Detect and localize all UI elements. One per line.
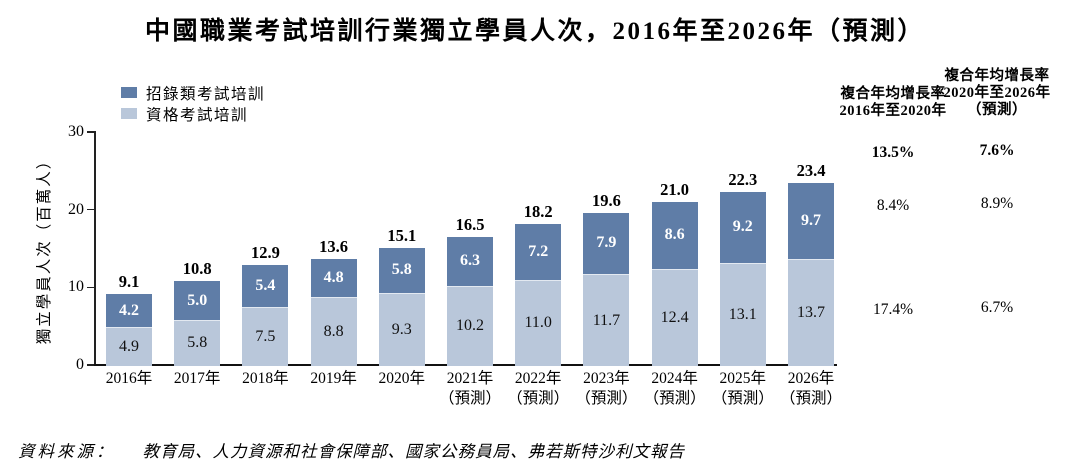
x-axis-label: 2023年 （預測）	[575, 370, 638, 407]
legend-swatch-recruitment-icon	[121, 87, 137, 98]
bar-segment-value: 8.8	[323, 322, 344, 340]
bar-segment-recruitment: 4.8	[310, 259, 357, 297]
bar-total-label: 22.3	[728, 169, 758, 189]
bar-segment-recruitment: 7.9	[583, 212, 630, 275]
bar-total-label: 15.1	[387, 225, 417, 245]
bar-segment-value: 5.8	[187, 334, 208, 352]
bar-segment-value: 4.9	[119, 337, 139, 355]
y-tick-mark	[87, 208, 94, 211]
bar-segment-value: 10.2	[456, 317, 484, 335]
x-axis-label: 2018年	[242, 370, 289, 387]
bar-segment-qualification: 8.8	[310, 296, 357, 366]
bar-total-label: 12.9	[250, 242, 280, 262]
bar-segment-value: 13.7	[797, 303, 825, 321]
bar-segment-qualification: 5.8	[174, 319, 221, 366]
bar-segment-qualification: 10.2	[447, 285, 493, 366]
legend-label-recruitment: 招錄類考試培訓	[146, 85, 266, 103]
bar-segment-qualification: 4.9	[106, 326, 152, 366]
bar-segment-value: 9.2	[732, 218, 753, 236]
cagr-value-recruitment-2020-2026: 8.9%	[980, 195, 1014, 212]
x-axis-label: 2026年 （預測）	[779, 370, 842, 407]
x-axis-label: 2024年 （預測）	[643, 370, 706, 407]
bar-segment-recruitment: 9.2	[719, 191, 766, 264]
source-text: 教育局、人力資源和社會保障部、國家公務員局、弗若斯特沙利文報告	[142, 442, 685, 461]
bar-segment-qualification: 9.3	[378, 292, 425, 366]
bar-segment-qualification: 13.7	[788, 258, 834, 366]
bar-segment-value: 11.0	[524, 314, 552, 332]
source-note: 資料來源： 教育局、人力資源和社會保障部、國家公務員局、弗若斯特沙利文報告	[18, 438, 685, 462]
bar-segment-recruitment: 8.6	[651, 201, 698, 269]
bar-segment-qualification: 13.1	[719, 263, 766, 366]
bar-segment-value: 7.9	[596, 234, 617, 252]
cagr-value-qualification-2020-2026: 6.7%	[980, 299, 1014, 316]
source-prefix: 資料來源：	[18, 442, 116, 461]
x-axis-label: 2017年	[173, 370, 221, 387]
bar-total-label: 23.4	[796, 161, 826, 181]
x-axis-label: 2021年 （預測）	[438, 370, 501, 407]
cagr-value-total-2020-2026: 7.6%	[979, 142, 1015, 159]
bar-segment-value: 7.5	[255, 327, 276, 345]
bar-segment-recruitment: 4.2	[106, 294, 152, 327]
cagr-value-recruitment-2016-2020: 8.4%	[876, 197, 910, 214]
bar-segment-qualification: 7.5	[242, 306, 289, 366]
x-axis-label: 2019年	[310, 370, 357, 387]
bar-segment-recruitment: 5.0	[174, 281, 221, 320]
bar-segment-value: 8.6	[664, 226, 685, 244]
bar-segment-recruitment: 5.8	[378, 247, 425, 293]
bar-segment-value: 9.7	[801, 211, 821, 229]
bar-segment-value: 11.7	[592, 311, 621, 329]
bar-total-label: 19.6	[591, 190, 621, 210]
y-tick-mark	[87, 286, 94, 289]
bar-segment-recruitment: 5.4	[242, 264, 289, 307]
bar-segment-qualification: 11.7	[583, 274, 630, 366]
y-tick-label: 30	[68, 122, 84, 140]
bar-segment-qualification: 12.4	[651, 268, 698, 366]
bar-total-label: 9.1	[118, 272, 140, 292]
bar-segment-value: 13.1	[728, 306, 757, 324]
cagr-column-2016-2020: 複合年均增長率 2016年至2020年 13.5% 8.4% 17.4%	[838, 0, 948, 473]
legend-label-qualification: 資格考試培訓	[146, 106, 249, 124]
y-axis-line	[94, 131, 96, 365]
x-axis-label: 2022年 （預測）	[507, 370, 570, 407]
bar-segment-value: 5.0	[187, 291, 208, 309]
bar-segment-value: 4.8	[323, 268, 344, 286]
bar-segment-value: 7.2	[528, 242, 549, 260]
bar-segment-recruitment: 9.7	[788, 183, 834, 259]
cagr-column-2020-2026: 複合年均增長率 2020年至2026年 （預測） 7.6% 8.9% 6.7%	[938, 0, 1056, 473]
x-axis-label: 2016年	[105, 370, 153, 387]
bar-total-label: 13.6	[319, 237, 349, 257]
y-tick-mark	[87, 364, 94, 366]
bar-total-label: 16.5	[455, 214, 485, 234]
cagr-header-2020-2026: 複合年均增長率 2020年至2026年 （預測）	[943, 68, 1051, 118]
y-tick-label: 0	[76, 356, 84, 373]
cagr-value-total-2016-2020: 13.5%	[871, 144, 915, 161]
bar-segment-value: 12.4	[660, 308, 689, 326]
cagr-value-qualification-2016-2020: 17.4%	[872, 301, 914, 318]
bar-segment-value: 4.2	[119, 301, 139, 319]
legend-swatch-qualification-icon	[121, 108, 137, 119]
bar-total-label: 18.2	[523, 201, 553, 221]
legend: 招錄類考試培訓 資格考試培訓	[121, 82, 265, 124]
y-tick-label: 10	[68, 278, 84, 296]
cagr-header-2016-2020: 複合年均增長率 2016年至2020年	[839, 86, 947, 119]
bar-segment-qualification: 11.0	[515, 279, 562, 366]
bar-total-label: 10.8	[182, 259, 212, 279]
bar-segment-value: 6.3	[460, 252, 480, 270]
bar-total-label: 21.0	[660, 179, 690, 199]
bar-segment-value: 5.4	[255, 276, 276, 294]
bar-segment-value: 9.3	[391, 320, 412, 338]
y-tick-mark	[87, 131, 94, 133]
chart-title: 中國職業考試培訓行業獨立學員人次，2016年至2026年（預測）	[144, 18, 925, 45]
y-tick-label: 20	[68, 200, 84, 218]
bar-segment-recruitment: 7.2	[515, 223, 562, 280]
bar-segment-value: 5.8	[391, 261, 412, 279]
bar-segment-recruitment: 6.3	[447, 236, 493, 286]
x-axis-label: 2020年	[378, 370, 426, 387]
legend-item-qualification: 資格考試培訓	[121, 103, 265, 124]
x-axis-label: 2025年 （預測）	[711, 370, 774, 407]
legend-item-recruitment: 招錄類考試培訓	[121, 82, 265, 103]
y-axis-title: 獨立學員人次（百萬人）	[36, 151, 53, 345]
